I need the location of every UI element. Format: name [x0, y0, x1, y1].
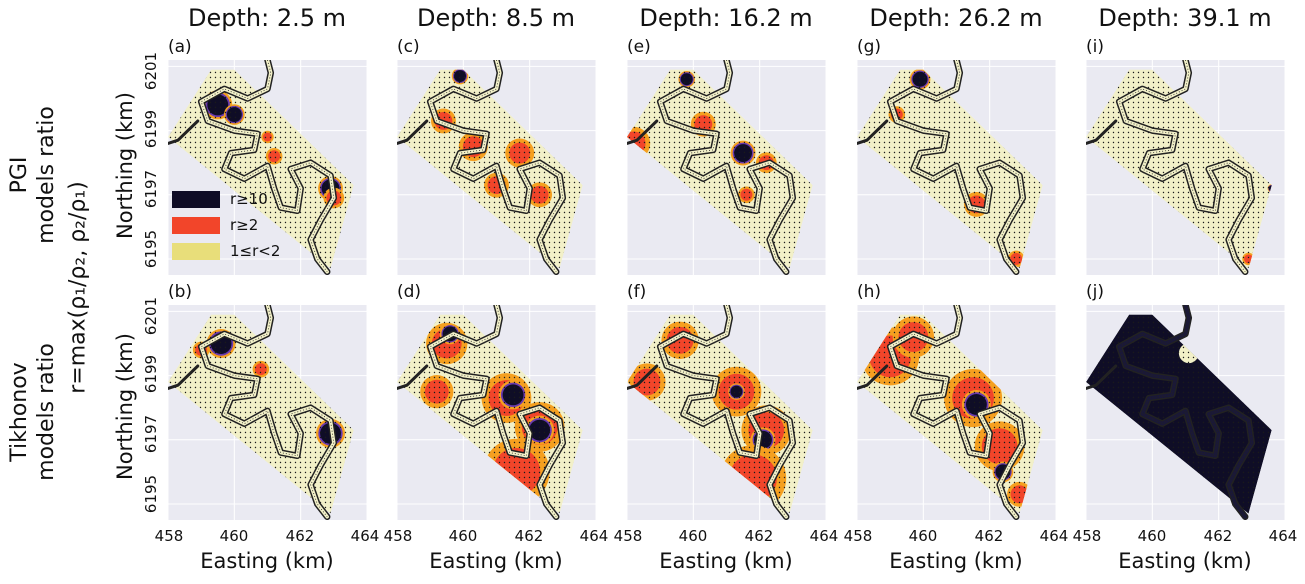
panel-label-d: (d) [397, 282, 422, 302]
xtick-c4-460: 460 [908, 527, 938, 545]
xtick-c2-464: 464 [579, 527, 609, 545]
panel-label-h: (h) [857, 282, 882, 302]
xtick-c2-460: 460 [448, 527, 478, 545]
ytick-top-6199: 6199 [142, 109, 161, 149]
row-label-pgi-line1: PGI [7, 156, 32, 194]
river-dots [659, 305, 794, 518]
river-dots [889, 60, 1024, 273]
row-label-pgi: PGI models ratio [6, 100, 60, 250]
ytick-top-6201: 6201 [142, 51, 161, 91]
river-dots [1118, 60, 1253, 273]
row-label-tikhonov-line1: Tikhonov [7, 362, 32, 462]
xtick-c5-462: 462 [1203, 527, 1233, 545]
river-dots [889, 305, 1024, 518]
panel-label-e: (e) [627, 37, 651, 57]
panel-f [627, 305, 826, 520]
panel-label-i: (i) [1086, 37, 1104, 57]
ytick-bottom-6201: 6201 [142, 296, 161, 336]
legend-swatch-r1 [172, 242, 220, 260]
coastline [1086, 119, 1118, 145]
xtick-c4-458: 458 [843, 527, 873, 545]
xtick-c3-462: 462 [744, 527, 774, 545]
xtick-c3-464: 464 [809, 527, 839, 545]
legend-label-r1: 1≤r<2 [230, 242, 281, 260]
panel-label-c: (c) [397, 37, 420, 57]
panel-e [627, 60, 826, 275]
panel-label-b: (b) [168, 282, 193, 302]
river-dots [1118, 305, 1253, 518]
ytick-top-6195: 6195 [142, 229, 161, 269]
coastline [397, 364, 429, 390]
xtick-c2-458: 458 [383, 527, 413, 545]
row-label-tikhonov: Tikhonov models ratio [6, 337, 60, 487]
xtick-c5-460: 460 [1137, 527, 1167, 545]
xtick-c2-462: 462 [514, 527, 544, 545]
row-label-tikhonov-line2: models ratio [34, 343, 59, 481]
xtick-c3-458: 458 [613, 527, 643, 545]
column-title-1: Depth: 2.5 m [188, 4, 346, 32]
column-title-5: Depth: 39.1 m [1098, 4, 1272, 32]
legend-swatch-r2 [172, 216, 220, 234]
panel-h [857, 305, 1056, 520]
column-title-3: Depth: 16.2 m [639, 4, 813, 32]
xtick-c5-458: 458 [1072, 527, 1102, 545]
xlabel-1: Easting (km) [200, 549, 334, 573]
panel-label-f: (f) [627, 282, 647, 302]
legend-label-r2: r≥2 [230, 216, 259, 234]
column-title-2: Depth: 8.5 m [417, 4, 575, 32]
legend-item-r10: r≥10 [172, 186, 280, 212]
xlabel-5: Easting (km) [1118, 549, 1252, 573]
panel-b [168, 305, 367, 520]
river-dots [429, 60, 564, 273]
xtick-c5-464: 464 [1268, 527, 1298, 545]
coastline [168, 364, 200, 390]
river-dots [659, 60, 794, 273]
panel-label-a: (a) [168, 37, 192, 57]
coastline [857, 119, 889, 145]
xtick-c3-460: 460 [678, 527, 708, 545]
coastline [1086, 364, 1118, 390]
ytick-bottom-6199: 6199 [142, 354, 161, 394]
xtick-c4-462: 462 [974, 527, 1004, 545]
panel-j [1086, 305, 1285, 520]
panel-label-j: (j) [1086, 282, 1104, 302]
ylabel-top: Northing (km) [113, 92, 137, 239]
legend-item-r1: 1≤r<2 [172, 238, 280, 264]
xtick-c1-464: 464 [350, 527, 380, 545]
coastline [627, 364, 659, 390]
xtick-c1-462: 462 [285, 527, 315, 545]
column-title-4: Depth: 26.2 m [869, 4, 1043, 32]
legend-label-r10: r≥10 [230, 190, 268, 208]
ytick-bottom-6197: 6197 [142, 414, 161, 454]
coastline [397, 119, 429, 145]
xlabel-2: Easting (km) [429, 549, 563, 573]
ytick-bottom-6195: 6195 [142, 474, 161, 514]
panel-a [168, 60, 367, 275]
xtick-c1-458: 458 [154, 527, 184, 545]
xtick-c4-464: 464 [1039, 527, 1069, 545]
ytick-top-6197: 6197 [142, 169, 161, 209]
panel-i [1086, 60, 1285, 275]
coastline [857, 364, 889, 390]
river-dots [200, 60, 335, 273]
panel-label-g: (g) [857, 37, 882, 57]
coastline [627, 119, 659, 145]
xlabel-3: Easting (km) [659, 549, 793, 573]
ratio-label: r=max(ρ₁/ρ₂, ρ₂/ρ₁) [65, 181, 91, 394]
coastline [168, 119, 200, 145]
panel-g [857, 60, 1056, 275]
river-dots [200, 305, 335, 518]
legend-item-r2: r≥2 [172, 212, 280, 238]
panel-d [397, 305, 596, 520]
legend-swatch-r10 [172, 190, 220, 208]
xlabel-4: Easting (km) [889, 549, 1023, 573]
ylabel-bottom: Northing (km) [113, 333, 137, 480]
row-label-pgi-line2: models ratio [34, 106, 59, 244]
legend: r≥10 r≥2 1≤r<2 [172, 186, 280, 264]
panel-c [397, 60, 596, 275]
river-dots [429, 305, 564, 518]
xtick-c1-460: 460 [219, 527, 249, 545]
